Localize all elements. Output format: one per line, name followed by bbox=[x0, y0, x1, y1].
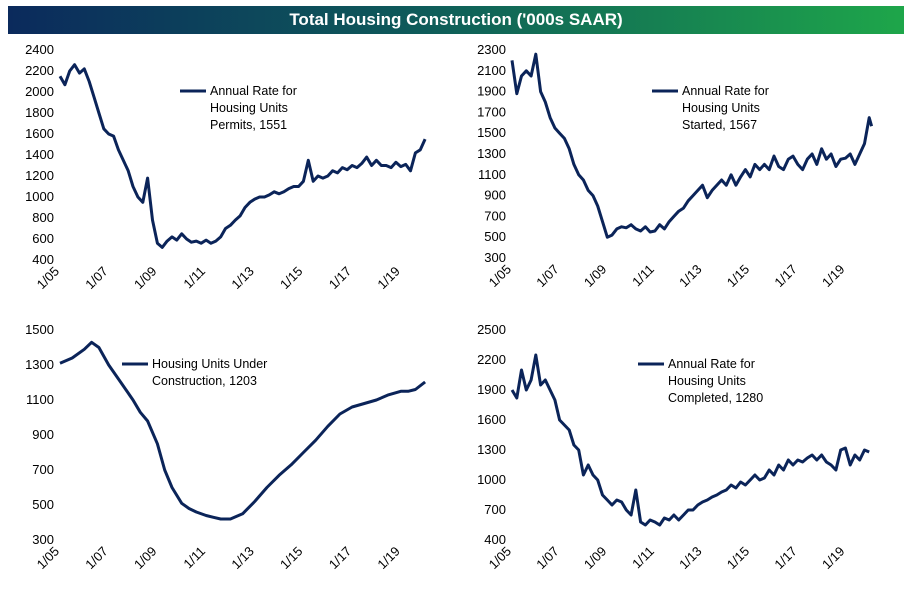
y-tick-label: 400 bbox=[32, 252, 54, 267]
x-tick-label: 1/07 bbox=[533, 262, 562, 291]
series-line bbox=[510, 353, 870, 527]
legend-label: Annual Rate for bbox=[682, 84, 769, 98]
x-tick-label: 1/13 bbox=[228, 544, 257, 573]
y-tick-label: 1000 bbox=[477, 472, 506, 487]
y-tick-label: 2400 bbox=[25, 42, 54, 57]
x-tick-label: 1/19 bbox=[374, 544, 403, 573]
series-line bbox=[58, 63, 427, 249]
legend-label: Housing Units bbox=[682, 101, 760, 115]
x-tick-label: 1/07 bbox=[82, 264, 111, 293]
y-tick-label: 1100 bbox=[26, 392, 54, 407]
x-tick-label: 1/07 bbox=[533, 544, 562, 573]
y-tick-label: 600 bbox=[32, 231, 54, 246]
y-tick-label: 1200 bbox=[25, 168, 54, 183]
x-tick-label: 1/15 bbox=[277, 544, 306, 573]
x-tick-label: 1/13 bbox=[676, 262, 705, 291]
x-tick-label: 1/17 bbox=[326, 544, 355, 573]
y-tick-label: 700 bbox=[484, 502, 506, 517]
x-tick-label: 1/05 bbox=[486, 544, 515, 573]
y-tick-label: 1400 bbox=[25, 147, 54, 162]
title-banner: Total Housing Construction ('000s SAAR) bbox=[8, 6, 904, 34]
y-tick-label: 300 bbox=[32, 532, 54, 547]
y-tick-label: 1100 bbox=[478, 167, 506, 182]
y-tick-label: 700 bbox=[32, 462, 54, 477]
x-tick-label: 1/17 bbox=[771, 544, 800, 573]
x-tick-label: 1/07 bbox=[82, 544, 111, 573]
y-tick-label: 1300 bbox=[477, 146, 506, 161]
y-tick-label: 2200 bbox=[477, 352, 506, 367]
y-tick-label: 2000 bbox=[25, 84, 54, 99]
legend-label: Annual Rate for bbox=[668, 357, 755, 371]
y-tick-label: 500 bbox=[32, 497, 54, 512]
x-tick-label: 1/11 bbox=[180, 264, 208, 292]
x-tick-label: 1/09 bbox=[131, 264, 160, 293]
legend-label: Annual Rate for bbox=[210, 84, 297, 98]
legend-label: Construction, 1203 bbox=[152, 374, 257, 388]
x-tick-label: 1/11 bbox=[180, 544, 208, 572]
x-tick-label: 1/19 bbox=[374, 264, 403, 293]
y-tick-label: 900 bbox=[32, 427, 54, 442]
y-tick-label: 2100 bbox=[477, 63, 506, 78]
y-tick-label: 400 bbox=[484, 532, 506, 547]
legend-label: Housing Units Under bbox=[152, 357, 267, 371]
x-tick-label: 1/17 bbox=[771, 262, 800, 291]
legend-label: Completed, 1280 bbox=[668, 391, 763, 405]
y-tick-label: 1600 bbox=[25, 126, 54, 141]
y-tick-label: 900 bbox=[484, 188, 506, 203]
x-tick-label: 1/11 bbox=[629, 262, 657, 290]
x-tick-label: 1/13 bbox=[228, 264, 257, 293]
x-tick-label: 1/15 bbox=[724, 262, 753, 291]
x-tick-label: 1/05 bbox=[34, 264, 63, 293]
x-tick-label: 1/19 bbox=[819, 544, 848, 573]
legend-label: Permits, 1551 bbox=[210, 118, 287, 132]
y-tick-label: 1300 bbox=[25, 357, 54, 372]
y-tick-label: 1500 bbox=[25, 322, 54, 337]
y-tick-label: 1800 bbox=[25, 105, 54, 120]
x-tick-label: 1/15 bbox=[724, 544, 753, 573]
x-tick-label: 1/05 bbox=[34, 544, 63, 573]
x-tick-label: 1/09 bbox=[581, 262, 610, 291]
chart-panel-2: 300 500 700 900 1100 1300 1500 1700 1900 2100 2300… bbox=[477, 42, 874, 291]
series-line bbox=[59, 340, 427, 521]
legend-label: Started, 1567 bbox=[682, 118, 757, 132]
chart-panel-3: 300 500 700 900 1100 1300 1500 1/05 1/07 1/09 1/11… bbox=[25, 322, 427, 573]
chart-panel-4: 400 700 1000 1300 1600 1900 2200 2500 1/05 1/07 1/… bbox=[477, 322, 870, 573]
x-tick-label: 1/11 bbox=[629, 544, 657, 572]
y-tick-label: 1600 bbox=[477, 412, 506, 427]
x-tick-label: 1/13 bbox=[676, 544, 705, 573]
x-tick-label: 1/05 bbox=[486, 262, 515, 291]
series-line bbox=[510, 52, 874, 239]
x-tick-label: 1/17 bbox=[326, 264, 355, 293]
y-tick-label: 1000 bbox=[25, 189, 54, 204]
y-tick-label: 500 bbox=[484, 229, 506, 244]
y-tick-label: 1300 bbox=[477, 442, 506, 457]
x-tick-label: 1/09 bbox=[131, 544, 160, 573]
y-tick-label: 1900 bbox=[477, 84, 506, 99]
y-tick-label: 2200 bbox=[25, 63, 54, 78]
y-tick-label: 1700 bbox=[477, 104, 506, 119]
x-tick-label: 1/19 bbox=[819, 262, 848, 291]
x-tick-label: 1/15 bbox=[277, 264, 306, 293]
x-tick-label: 1/09 bbox=[581, 544, 610, 573]
chart-panel-1: 400 600 800 1000 1200 1400 1600 1800 2000 2200 240… bbox=[25, 42, 427, 293]
legend-label: Housing Units bbox=[210, 101, 288, 115]
y-tick-label: 800 bbox=[32, 210, 54, 225]
y-tick-label: 1900 bbox=[477, 382, 506, 397]
y-tick-label: 700 bbox=[484, 208, 506, 223]
page-title: Total Housing Construction ('000s SAAR) bbox=[289, 10, 623, 29]
legend-label: Housing Units bbox=[668, 374, 746, 388]
y-tick-label: 1500 bbox=[477, 125, 506, 140]
y-tick-label: 300 bbox=[484, 250, 506, 265]
y-tick-label: 2300 bbox=[477, 42, 506, 57]
y-tick-label: 2500 bbox=[477, 322, 506, 337]
